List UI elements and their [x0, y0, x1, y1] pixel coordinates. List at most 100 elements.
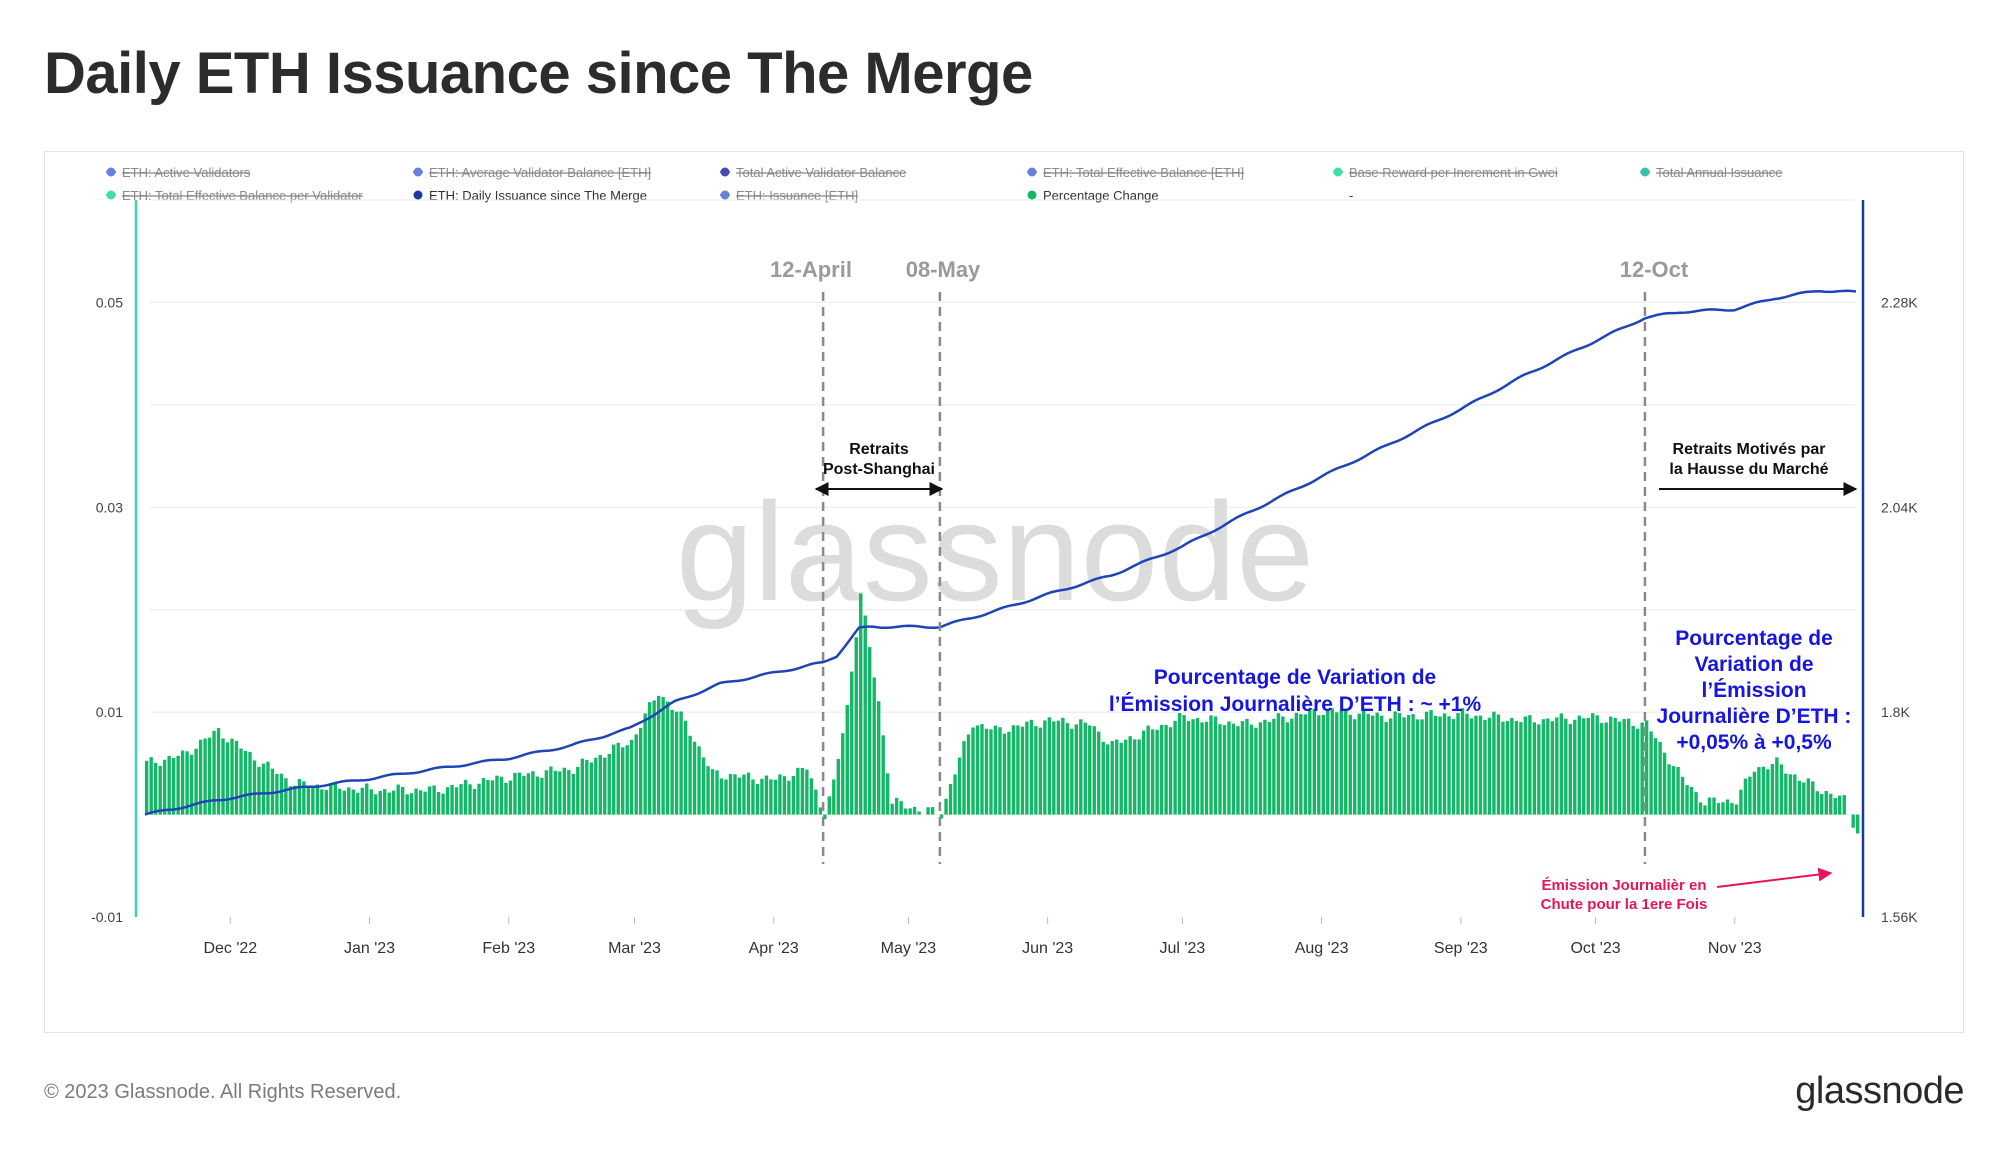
pct-bar [697, 746, 701, 815]
legend-item[interactable]: ETH: Issuance [ETH] [720, 188, 858, 203]
pct-bar [1676, 766, 1680, 815]
pct-bar [1577, 715, 1581, 815]
pct-bar [450, 784, 454, 815]
pct-bar [899, 801, 903, 815]
pct-bar [369, 789, 373, 815]
legend-item[interactable]: - [1349, 188, 1353, 203]
pct-bar [1204, 721, 1209, 815]
chart-panel: ETH: Active Validators ETH: Average Valid… [44, 151, 1964, 1033]
legend-item[interactable]: ETH: Total Effective Balance per Validat… [106, 188, 363, 203]
legend-item[interactable]: ETH: Active Validators [106, 165, 251, 180]
legend-item[interactable]: Total Active Validator Balance [720, 165, 906, 180]
pct-bar [827, 796, 831, 815]
pct-bar [391, 790, 396, 815]
pct-bar [1465, 713, 1469, 815]
x-tick-label: Nov '23 [1708, 940, 1762, 957]
legend-swatch [1027, 167, 1037, 177]
legend-item[interactable]: Total Annual Issuance [1640, 165, 1782, 180]
pct-bar [912, 806, 917, 815]
pct-bar [567, 770, 571, 815]
legend-swatch [106, 167, 116, 177]
pct-bar [189, 754, 194, 815]
pct-bar [333, 781, 338, 815]
pct-bar [1312, 708, 1317, 815]
pct-bar [872, 677, 876, 815]
pct-bar [423, 791, 427, 815]
pct-bar [1146, 725, 1150, 815]
pct-bar [315, 784, 320, 815]
pct-bar [180, 750, 185, 815]
pct-bar [1532, 722, 1537, 815]
pct-bar [347, 787, 351, 815]
pct-bar [257, 766, 261, 815]
pct-bar [971, 727, 975, 815]
legend-item[interactable]: Percentage Change [1027, 188, 1159, 203]
pct-bar [1137, 739, 1141, 815]
pct-bar [145, 760, 149, 815]
legend-label: ETH: Daily Issuance since The Merge [429, 188, 647, 203]
pct-bar [589, 762, 593, 815]
pct-bar [1564, 718, 1568, 815]
pct-bar [1397, 713, 1402, 815]
legend-swatch [720, 167, 730, 177]
pct-bar [989, 729, 993, 815]
pct-bar [1653, 738, 1658, 815]
pct-bar [1725, 799, 1730, 815]
pct-bar [1357, 713, 1361, 815]
pct-bar [1757, 767, 1761, 815]
left-tick-label: 0.05 [96, 294, 123, 310]
pct-right-label-2: Variation de [1694, 653, 1813, 676]
pct-bar [1406, 715, 1411, 815]
pct-bar [1168, 727, 1173, 815]
legend-item[interactable]: ETH: Average Validator Balance [ETH] [413, 165, 651, 180]
pct-bar [432, 785, 436, 815]
x-tick-label: Apr '23 [749, 940, 799, 957]
pct-bar [1721, 802, 1725, 815]
pct-bar [1734, 804, 1739, 815]
pct-bar [692, 741, 697, 815]
pct-bar [782, 776, 787, 815]
pct-bar [1254, 727, 1258, 815]
vertical-markers [821, 292, 1647, 864]
pct-bar [1047, 717, 1052, 815]
pct-bar [481, 778, 486, 815]
pct-bar [1635, 728, 1640, 815]
pct-bar [818, 807, 823, 815]
legend-item[interactable]: Base Reward per Increment in Gwei [1333, 165, 1558, 180]
pct-bar [1842, 795, 1846, 815]
pct-bar [1766, 769, 1770, 815]
pct-bar [1061, 717, 1065, 815]
pct-bar [275, 773, 279, 815]
pct-bar [1020, 726, 1025, 815]
pct-bar [571, 773, 576, 815]
pct-bar [1272, 718, 1276, 815]
pct-bar [266, 761, 270, 815]
pct-bar [1838, 795, 1842, 815]
pct-bar [378, 790, 382, 815]
pct-bar [894, 797, 899, 815]
pct-bar [540, 777, 544, 815]
pct-bar [1097, 731, 1101, 815]
legend-item[interactable]: ETH: Total Effective Balance [ETH] [1027, 165, 1244, 180]
pct-bar [1591, 713, 1595, 815]
pct-bar [634, 734, 638, 815]
pct-bar [868, 647, 872, 815]
pct-bar [1362, 709, 1366, 815]
pct-bar [508, 780, 513, 815]
fall-arrow [1716, 867, 1833, 888]
pct-bar [1586, 717, 1590, 815]
legend-label: ETH: Total Effective Balance [ETH] [1043, 165, 1244, 180]
pct-bar [261, 763, 266, 815]
pct-bar [706, 766, 710, 815]
right-tick-label: 1.8K [1881, 704, 1910, 720]
pct-bar [1330, 708, 1334, 815]
pct-bar [1092, 726, 1096, 815]
legend-label: ETH: Issuance [ETH] [736, 188, 858, 203]
pct-bar [1460, 708, 1465, 815]
pct-bar [1353, 719, 1357, 815]
legend-item[interactable]: ETH: Daily Issuance since The Merge [413, 188, 647, 203]
pct-bar [1424, 711, 1429, 815]
pct-bar [1546, 718, 1550, 815]
pct-bar [1528, 715, 1532, 815]
legend-label: - [1349, 188, 1353, 203]
